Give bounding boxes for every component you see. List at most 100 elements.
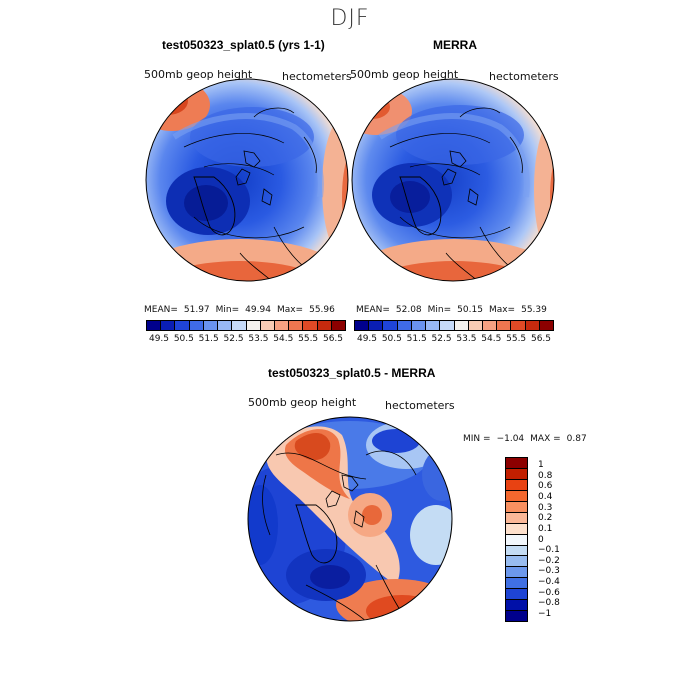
panel-1-max-label: Max= — [276, 305, 304, 315]
colorbar-tick-label: −0.4 — [538, 577, 560, 588]
colorbar-swatch — [303, 321, 318, 330]
panel-3-colorbar — [505, 457, 528, 622]
panel-2-units-label: hectometers — [489, 70, 559, 83]
colorbar-swatch — [506, 611, 527, 622]
colorbar-tick-label: 54.5 — [481, 334, 502, 344]
colorbar-swatch — [147, 321, 162, 330]
panel-2-stats: MEAN= 52.08 Min= 50.15 Max= 55.39 — [356, 305, 553, 315]
panel-1-min-label: Min= — [215, 305, 240, 315]
panel-3-units-label: hectometers — [385, 399, 455, 412]
colorbar-tick-label: 49.5 — [356, 334, 378, 344]
panel-3-min-label: MIN = — [463, 434, 491, 444]
panel-2-mean-label: MEAN= — [356, 305, 390, 315]
colorbar-swatch — [506, 523, 527, 535]
colorbar-tick-label: 50.5 — [173, 334, 194, 344]
panel-1-variable-label: 500mb geop height — [144, 68, 253, 81]
panel-2-colorbar-ticks: 49.5 50.5 51.5 52.5 53.5 54.5 55.5 56.5 — [354, 334, 554, 346]
colorbar-swatch — [289, 321, 304, 330]
colorbar-tick-label: 0.4 — [538, 491, 553, 502]
panel-1-min-value: 49.94 — [245, 305, 271, 315]
panel-2-min-value: 50.15 — [457, 305, 483, 315]
panel-1-colorbar-ticks: 49.5 50.5 51.5 52.5 53.5 54.5 55.5 56.5 — [146, 334, 346, 346]
colorbar-swatch — [506, 600, 527, 612]
colorbar-swatch — [506, 479, 527, 491]
colorbar-tick-label: 50.5 — [381, 334, 402, 344]
colorbar-swatch — [506, 501, 527, 513]
panel-3-stats: MIN = −1.04 MAX = 0.87 — [463, 434, 593, 444]
panel-3-max-value: 0.87 — [566, 434, 587, 444]
colorbar-swatch — [511, 321, 526, 330]
colorbar-tick-label: 55.5 — [506, 334, 527, 344]
colorbar-swatch — [397, 321, 412, 330]
colorbar-tick-label: −0.3 — [538, 566, 560, 577]
colorbar-swatch — [232, 321, 247, 330]
colorbar-swatch — [260, 321, 275, 330]
colorbar-swatch — [331, 321, 346, 330]
panel-2-max-label: Max= — [488, 305, 516, 315]
panel-2-mean-value: 52.08 — [395, 305, 422, 315]
panel-1-mean-label: MEAN= — [144, 305, 178, 315]
colorbar-swatch — [539, 321, 554, 330]
panel-1-mean-value: 51.97 — [183, 305, 210, 315]
panel-1-title: test050323_splat0.5 (yrs 1-1) — [162, 38, 325, 52]
colorbar-tick-label: 51.5 — [198, 334, 219, 344]
panel-2-title: MERRA — [433, 38, 477, 52]
colorbar-tick-label: 51.5 — [406, 334, 427, 344]
colorbar-swatch — [506, 458, 527, 469]
colorbar-swatch — [506, 534, 527, 546]
colorbar-tick-label: 0 — [538, 534, 544, 545]
panel-3-max-label: MAX = — [530, 434, 561, 444]
colorbar-tick-label: 52.5 — [223, 334, 244, 344]
colorbar-swatch — [411, 321, 427, 330]
panel-3-variable-label: 500mb geop height — [248, 396, 357, 409]
season-title: DJF — [330, 6, 370, 31]
panel-2-variable-label: 500mb geop height — [350, 68, 459, 81]
colorbar-tick-label: 49.5 — [148, 334, 170, 344]
colorbar-swatch — [506, 578, 527, 590]
colorbar-tick-label: −0.2 — [538, 555, 560, 566]
colorbar-swatch — [383, 321, 398, 330]
colorbar-swatch — [218, 321, 233, 330]
colorbar-swatch — [355, 321, 370, 330]
panel-1-max-value: 55.96 — [309, 305, 335, 315]
colorbar-swatch — [175, 321, 190, 330]
colorbar-tick-label: 55.5 — [298, 334, 319, 344]
colorbar-swatch — [506, 490, 527, 502]
colorbar-swatch — [506, 512, 527, 524]
colorbar-swatch — [506, 589, 527, 601]
panel-2-polar-map — [351, 78, 555, 282]
colorbar-swatch — [497, 321, 512, 330]
colorbar-tick-label: 0.8 — [538, 470, 553, 481]
colorbar-swatch — [274, 321, 290, 330]
colorbar-swatch — [426, 321, 441, 330]
colorbar-tick-label: 0.1 — [538, 523, 553, 534]
panel-2-min-label: Min= — [427, 305, 452, 315]
colorbar-tick-label: 54.5 — [273, 334, 294, 344]
colorbar-tick-label: 56.5 — [322, 334, 344, 344]
panel-3-min-value: −1.04 — [496, 434, 525, 444]
colorbar-tick-label: −0.1 — [538, 545, 560, 556]
panel-3-colorbar-ticks: 1 0.8 0.6 0.4 0.3 0.2 0.1 0 −0.1 −0.2 −0.3 −0.4 −0.6… — [538, 457, 578, 622]
panel-3-polar-map — [247, 416, 453, 622]
colorbar-swatch — [161, 321, 176, 330]
panel-3-title: test050323_splat0.5 - MERRA — [268, 366, 436, 380]
panel-2-max-value: 55.39 — [521, 305, 547, 315]
panel-1-stats: MEAN= 51.97 Min= 49.94 Max= 55.96 — [144, 305, 341, 315]
colorbar-swatch — [440, 321, 455, 330]
colorbar-tick-label: 53.5 — [248, 334, 269, 344]
panel-2-colorbar — [354, 320, 554, 331]
colorbar-tick-label: 1 — [538, 459, 544, 470]
colorbar-tick-label: 56.5 — [530, 334, 552, 344]
colorbar-tick-label: −0.8 — [538, 598, 560, 609]
colorbar-swatch — [189, 321, 204, 330]
colorbar-tick-label: 0.6 — [538, 481, 553, 492]
colorbar-swatch — [246, 321, 261, 330]
panel-1-colorbar — [146, 320, 346, 331]
colorbar-swatch — [482, 321, 498, 330]
colorbar-swatch — [506, 567, 527, 579]
colorbar-tick-label: 52.5 — [431, 334, 452, 344]
colorbar-swatch — [317, 321, 332, 330]
colorbar-swatch — [506, 556, 527, 568]
colorbar-swatch — [369, 321, 384, 330]
colorbar-swatch — [506, 545, 527, 557]
